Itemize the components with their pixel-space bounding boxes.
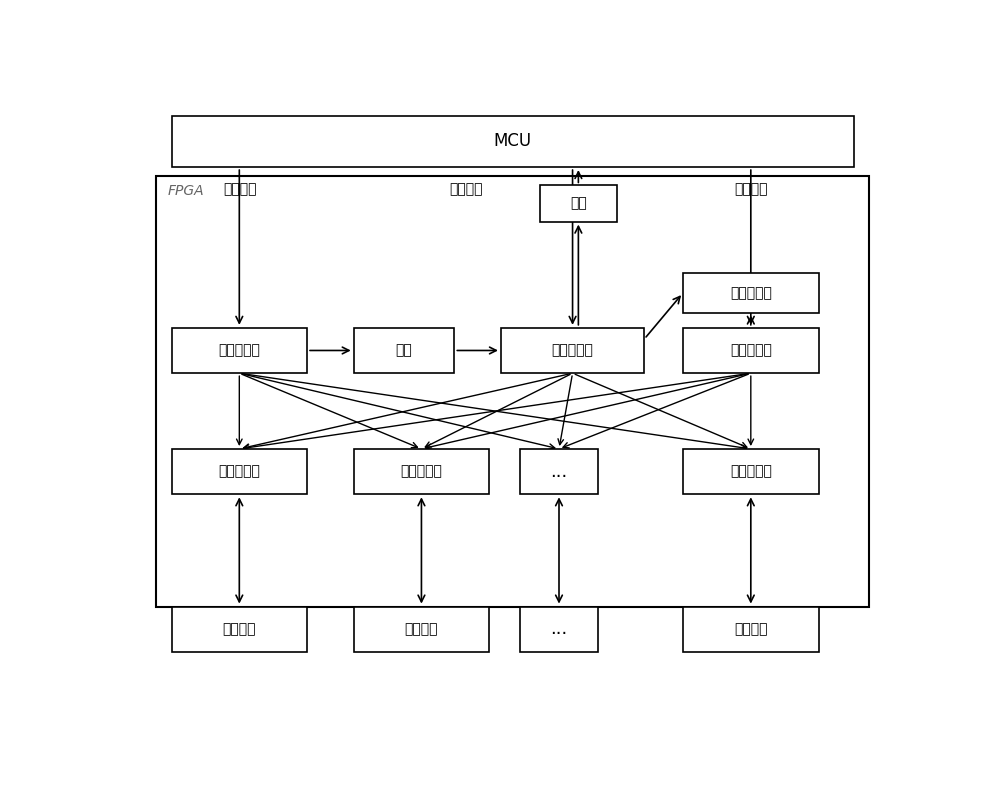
FancyBboxPatch shape <box>520 449 598 494</box>
FancyBboxPatch shape <box>156 176 869 607</box>
Text: 总线设备: 总线设备 <box>405 623 438 636</box>
FancyBboxPatch shape <box>354 449 489 494</box>
FancyBboxPatch shape <box>172 327 307 373</box>
Text: 总线控制器: 总线控制器 <box>400 464 442 478</box>
Text: 地址映射: 地址映射 <box>223 183 256 197</box>
Text: MCU: MCU <box>493 132 532 150</box>
Text: 配置寄存器: 配置寄存器 <box>218 343 260 357</box>
FancyBboxPatch shape <box>683 273 819 312</box>
Text: 中断: 中断 <box>570 197 587 210</box>
Text: 采样控制器: 采样控制器 <box>552 343 594 357</box>
FancyBboxPatch shape <box>683 449 819 494</box>
FancyBboxPatch shape <box>172 449 307 494</box>
FancyBboxPatch shape <box>354 327 454 373</box>
FancyBboxPatch shape <box>354 607 489 652</box>
FancyBboxPatch shape <box>172 607 307 652</box>
Text: 总线控制器: 总线控制器 <box>730 464 772 478</box>
FancyBboxPatch shape <box>540 185 617 222</box>
FancyBboxPatch shape <box>501 327 644 373</box>
Text: 总线设备: 总线设备 <box>734 623 768 636</box>
FancyBboxPatch shape <box>683 327 819 373</box>
Text: 地址映射: 地址映射 <box>734 183 768 197</box>
Text: 数据缓冲区: 数据缓冲区 <box>730 286 772 300</box>
Text: 总线控制器: 总线控制器 <box>218 464 260 478</box>
Text: ...: ... <box>550 463 568 481</box>
Text: FPGA: FPGA <box>168 183 204 198</box>
Text: ...: ... <box>550 620 568 638</box>
Text: 总线设备: 总线设备 <box>223 623 256 636</box>
FancyBboxPatch shape <box>683 607 819 652</box>
FancyBboxPatch shape <box>172 116 854 167</box>
FancyBboxPatch shape <box>520 607 598 652</box>
Text: 数据寄存器: 数据寄存器 <box>730 343 772 357</box>
Text: 时钟: 时钟 <box>396 343 412 357</box>
Text: 地址映射: 地址映射 <box>449 183 483 197</box>
